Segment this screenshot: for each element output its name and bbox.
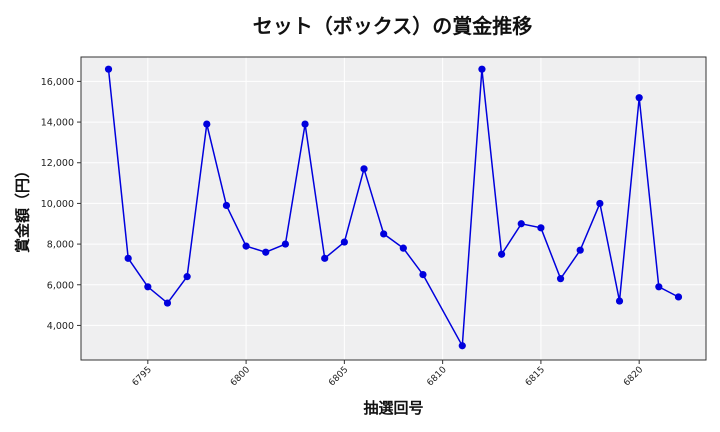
data-point — [104, 65, 113, 73]
data-point — [674, 293, 683, 301]
y-tick-label: 6,000 — [47, 280, 74, 291]
data-point — [183, 273, 191, 281]
data-point — [163, 299, 172, 307]
data-point — [517, 220, 525, 228]
x-tick-label: 6810 — [425, 365, 448, 388]
data-point — [596, 199, 604, 208]
data-point — [537, 224, 545, 232]
x-tick-label: 6815 — [524, 365, 547, 388]
data-point — [321, 254, 329, 262]
x-tick-label: 6805 — [327, 365, 350, 388]
plot-area — [81, 57, 706, 360]
y-tick-label: 16,000 — [41, 77, 74, 88]
data-point — [144, 283, 152, 291]
data-point — [262, 248, 270, 256]
data-point — [360, 165, 368, 173]
data-point — [419, 270, 427, 279]
data-point — [497, 250, 506, 258]
data-point — [301, 120, 309, 128]
data-point — [556, 275, 565, 283]
data-point — [242, 242, 250, 250]
data-point — [655, 283, 663, 291]
x-tick-label: 6800 — [229, 365, 252, 388]
data-point — [380, 230, 388, 238]
data-point — [222, 201, 231, 210]
y-tick-label: 10,000 — [41, 199, 74, 210]
data-point — [635, 94, 643, 102]
data-point — [281, 240, 290, 248]
y-tick-label: 12,000 — [41, 158, 74, 169]
x-axis-label: 抽選回号 — [363, 399, 424, 417]
data-point — [203, 120, 211, 128]
plot-frame — [80, 56, 707, 361]
chart-title: セット（ボックス）の賞金推移 — [252, 14, 533, 38]
data-point — [124, 254, 132, 262]
y-axis-label: 賞金額（円） — [13, 162, 32, 254]
x-tick-label: 6795 — [131, 365, 154, 388]
data-point — [340, 238, 348, 246]
data-point — [576, 246, 584, 254]
data-point — [458, 342, 466, 350]
x-tick-label: 6820 — [622, 365, 645, 388]
y-tick-label: 8,000 — [47, 240, 74, 251]
y-tick-label: 4,000 — [47, 321, 74, 332]
data-point — [478, 65, 486, 73]
y-tick-label: 14,000 — [41, 118, 74, 129]
data-point — [615, 297, 624, 305]
data-point — [399, 244, 407, 252]
